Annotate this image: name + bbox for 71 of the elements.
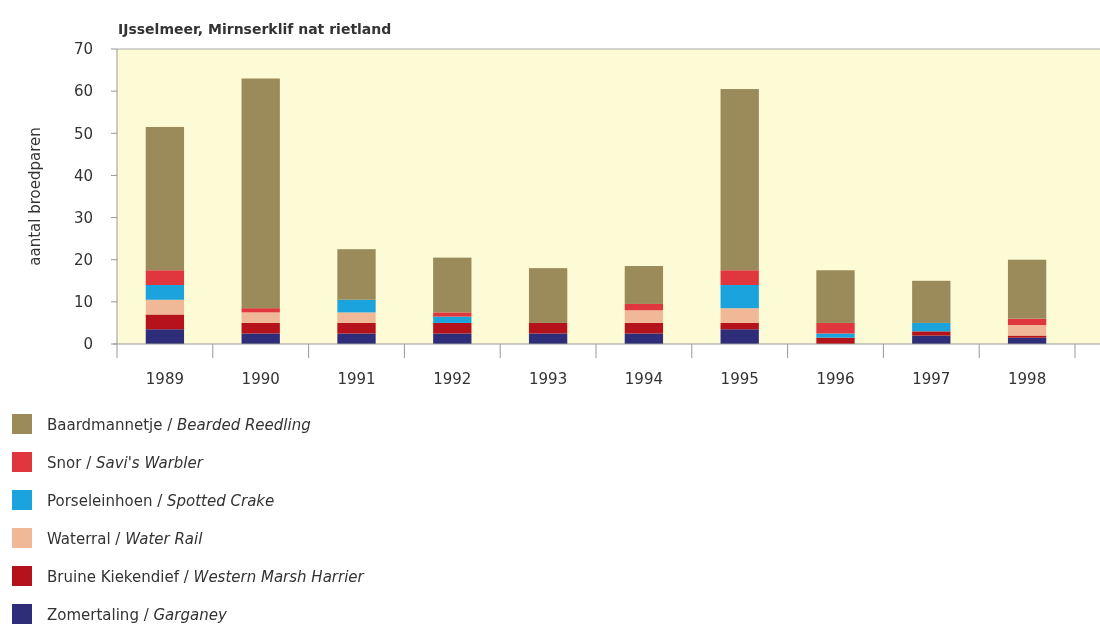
bar [1007,318,1047,326]
bar [241,333,280,344]
bar [145,299,185,315]
y-tick-label: 20 [73,250,93,269]
y-tick-label: 10 [73,293,93,312]
x-tick-label: 1990 [241,370,280,388]
x-tick-label: 1994 [624,370,663,388]
legend-label: Bruine Kiekendief / Western Marsh Harrier [47,568,365,586]
bar [241,312,280,323]
bar [816,322,855,334]
bar [145,270,185,285]
bar [337,249,376,300]
bar [624,266,664,304]
x-tick-label: 1998 [1008,370,1047,388]
bar [624,310,664,323]
bar [433,322,472,334]
bar [720,308,759,323]
bar [433,257,472,313]
legend-label: Snor / Savi's Warbler [47,454,204,472]
bar [337,322,376,334]
bar [241,78,280,309]
bar [912,280,951,323]
bar [816,333,855,338]
bar [433,316,472,323]
bar [433,333,472,344]
legend-label: Zomertaling / Garganey [47,606,228,624]
bar [241,322,280,334]
x-tick-label: 1996 [816,370,855,388]
bar [528,333,568,344]
bar [720,270,759,285]
x-tick-label: 1991 [337,370,376,388]
bar [912,322,951,332]
bar [1007,259,1047,319]
bar [145,329,185,344]
y-tick-label: 70 [73,40,93,59]
bar [912,331,951,336]
chart-title: IJsselmeer, Mirnserklif nat rietland [118,21,392,37]
bar [337,299,376,313]
bar [720,89,759,271]
bar [624,333,664,344]
bar [528,268,568,323]
bar [1007,325,1047,336]
bar [337,333,376,344]
bar [145,126,185,271]
x-tick-label: 1997 [912,370,951,388]
bar [624,322,664,334]
y-axis-title: aantal broedparen [26,127,44,266]
y-tick-label: 0 [83,335,93,354]
y-tick-label: 30 [73,208,93,227]
bar [241,308,280,313]
bar [720,285,759,309]
legend-label: Porseleinhoen / Spotted Crake [47,492,275,510]
legend-label: Waterral / Water Rail [47,530,204,548]
bar [816,270,855,323]
y-tick-label: 60 [73,82,93,101]
bar [433,312,472,317]
x-tick-label: 1989 [145,370,184,388]
bar [720,322,759,330]
x-tick-label: 1992 [433,370,472,388]
bar [337,312,376,323]
bar [1007,335,1047,338]
bar [145,285,185,300]
bar [528,322,568,334]
bar [145,314,185,330]
y-tick-label: 50 [73,124,93,143]
legend-label: Baardmannetje / Bearded Reedling [47,416,311,434]
x-tick-label: 1995 [720,370,759,388]
bar [624,303,664,311]
y-tick-label: 40 [73,166,93,185]
x-tick-label: 1993 [529,370,568,388]
bar [720,329,759,344]
